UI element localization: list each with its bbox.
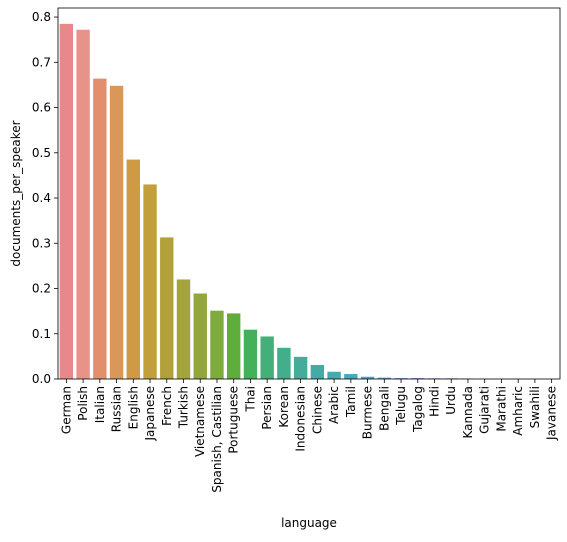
x-tick-label: Gujarati [478, 386, 492, 434]
bar-vietnamese [193, 293, 207, 379]
bar-german [59, 23, 74, 380]
bar-arabic [327, 371, 341, 379]
x-tick-label: Italian [93, 386, 107, 423]
x-axis-label: language [281, 516, 337, 530]
x-tick-label: Portuguese [227, 386, 241, 454]
x-tick-label: Indonesian [294, 386, 308, 452]
bar-tagalog [411, 378, 425, 379]
x-tick-label: French [160, 386, 174, 426]
x-tick-label: Tamil [344, 386, 358, 418]
bar-english [126, 159, 140, 379]
x-tick-label: Arabic [327, 386, 341, 424]
bar-polish [76, 29, 90, 380]
bar-spanish-castilian [210, 310, 224, 379]
bar-italian [93, 78, 107, 379]
bar-indonesian [293, 356, 308, 379]
x-tick-label: Tagalog [411, 386, 425, 433]
x-tick-label: Russian [110, 386, 124, 432]
x-tick-label: German [59, 386, 73, 434]
bar-tamil [344, 374, 358, 379]
bar-french [160, 237, 174, 379]
x-tick-label: Japanese [143, 386, 157, 442]
y-axis: 0.0 0.1 0.2 0.3 0.4 0.5 0.6 0.7 0.8 [32, 10, 58, 386]
x-tick-label: Chinese [310, 386, 324, 434]
y-tick-label: 0.7 [32, 55, 51, 69]
x-tick-label: Burmese [361, 386, 375, 439]
y-tick-label: 0.6 [32, 101, 51, 115]
x-tick-label: Vietnamese [193, 386, 207, 457]
x-axis: German Polish Italian Russian English Japanes… [59, 379, 559, 493]
x-tick-label: Swahili [528, 386, 542, 428]
y-axis-label: documents_per_speaker [9, 120, 23, 266]
y-tick-label: 0.8 [32, 10, 51, 24]
x-tick-label: Telugu [394, 386, 408, 426]
bar-bengali [377, 377, 391, 379]
y-tick-label: 0.2 [32, 282, 51, 296]
bar-thai [243, 329, 258, 379]
x-tick-label: Hindi [428, 386, 442, 417]
plot-frame [57, 7, 561, 380]
y-tick-label: 0.3 [32, 236, 51, 250]
x-tick-label: Korean [277, 386, 291, 428]
x-tick-label: Persian [260, 386, 274, 430]
bar-telugu [394, 378, 408, 379]
x-tick-label: Spanish, Castilian [210, 386, 224, 493]
x-tick-label: Urdu [444, 386, 458, 415]
bar-korean [277, 347, 291, 379]
bar-japanese [143, 184, 157, 379]
y-tick-label: 0.5 [32, 146, 51, 160]
bar-russian [109, 85, 124, 379]
x-tick-label: Turkish [177, 386, 191, 429]
bar-burmese [360, 376, 375, 379]
y-tick-label: 0.1 [32, 327, 51, 341]
bar-turkish [176, 279, 191, 379]
x-tick-label: Polish [76, 386, 90, 421]
x-tick-label: Thai [243, 386, 257, 413]
x-tick-label: Bengali [377, 386, 391, 431]
bar-portuguese [227, 313, 241, 379]
x-tick-label: Amharic [511, 386, 525, 436]
x-tick-label: Kannada [461, 386, 475, 439]
x-tick-label: English [126, 386, 140, 429]
y-tick-label: 0.4 [32, 191, 51, 205]
x-tick-label: Marathi [494, 386, 508, 432]
bar-chinese [310, 364, 325, 379]
x-tick-label: Javanese [545, 386, 559, 441]
y-tick-label: 0.0 [32, 372, 51, 386]
bars-group [59, 23, 559, 380]
bar-persian [260, 336, 274, 379]
